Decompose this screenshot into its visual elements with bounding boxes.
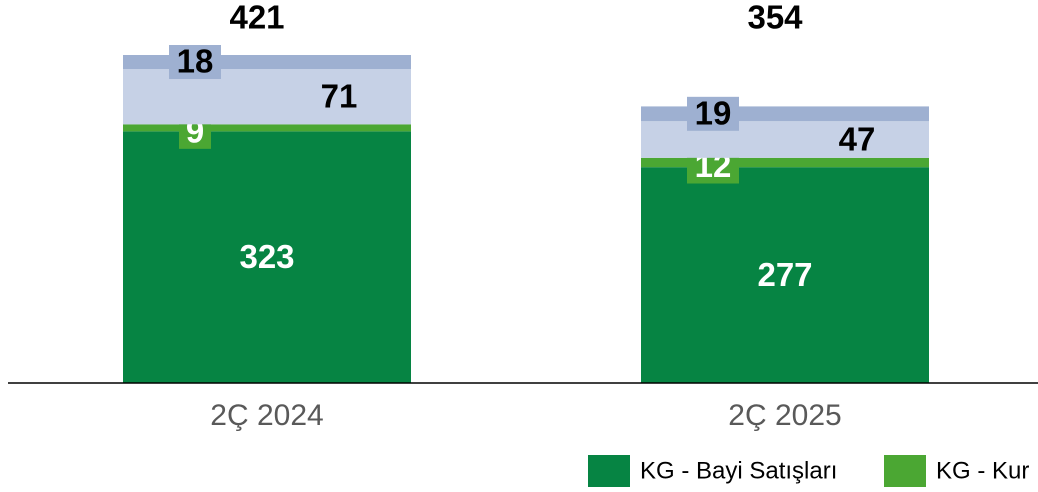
legend-swatch	[884, 455, 926, 487]
legend-swatch	[588, 455, 630, 487]
total-label: 421	[229, 0, 284, 36]
data-label: 18	[177, 43, 214, 80]
bar-segment	[641, 157, 929, 168]
bar-segment	[641, 167, 929, 383]
data-label: 323	[239, 238, 294, 275]
bar-segment	[123, 131, 411, 383]
data-label: 47	[839, 120, 876, 157]
label-box	[687, 96, 739, 131]
legend-label: KG - Kur	[936, 457, 1029, 484]
data-label: 19	[695, 95, 732, 132]
bar-segment	[123, 55, 411, 70]
data-label: 277	[757, 256, 812, 293]
x-tick-label: 2Ç 2025	[728, 399, 841, 432]
label-box	[169, 45, 221, 80]
bar-segment	[641, 106, 929, 122]
legend-label: KG - Bayi Satışları	[640, 457, 837, 484]
x-tick-label: 2Ç 2024	[210, 399, 323, 432]
data-label: 71	[321, 77, 358, 114]
bar-segment	[123, 69, 411, 125]
bar-segment	[123, 124, 411, 132]
bar-segment	[641, 121, 929, 158]
total-label: 354	[747, 0, 803, 36]
